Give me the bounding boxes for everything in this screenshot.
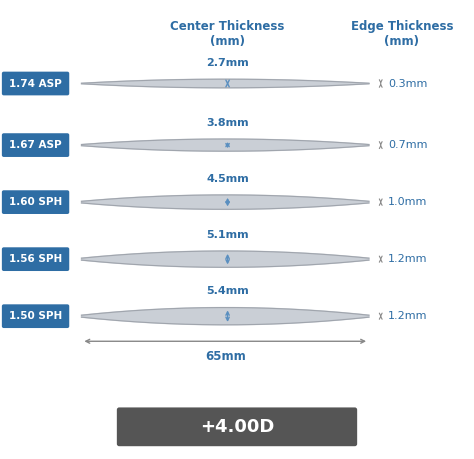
- FancyBboxPatch shape: [2, 190, 69, 214]
- Polygon shape: [82, 79, 369, 88]
- Text: 1.0mm: 1.0mm: [388, 197, 427, 207]
- FancyBboxPatch shape: [2, 133, 69, 157]
- Text: 4.5mm: 4.5mm: [206, 174, 249, 184]
- FancyBboxPatch shape: [117, 408, 357, 446]
- Text: 0.3mm: 0.3mm: [388, 78, 427, 89]
- Text: 1.2mm: 1.2mm: [388, 311, 427, 321]
- Polygon shape: [82, 139, 369, 151]
- Text: 1.74 ASP: 1.74 ASP: [9, 78, 62, 89]
- Text: Center Thickness
(mm): Center Thickness (mm): [170, 20, 285, 48]
- Polygon shape: [82, 195, 369, 209]
- Text: 1.56 SPH: 1.56 SPH: [9, 254, 62, 264]
- Text: 3.8mm: 3.8mm: [206, 118, 249, 128]
- Text: 0.7mm: 0.7mm: [388, 140, 427, 150]
- Polygon shape: [82, 251, 369, 267]
- Text: +4.00D: +4.00D: [200, 418, 274, 436]
- Text: 2.7mm: 2.7mm: [206, 58, 249, 68]
- Text: 1.67 ASP: 1.67 ASP: [9, 140, 62, 150]
- Text: Edge Thickness
(mm): Edge Thickness (mm): [351, 20, 453, 48]
- Text: 65mm: 65mm: [205, 350, 246, 364]
- FancyBboxPatch shape: [2, 247, 69, 271]
- Text: 1.50 SPH: 1.50 SPH: [9, 311, 62, 321]
- Text: 5.1mm: 5.1mm: [206, 230, 249, 240]
- Text: 1.2mm: 1.2mm: [388, 254, 427, 264]
- FancyBboxPatch shape: [2, 72, 69, 95]
- Text: 1.60 SPH: 1.60 SPH: [9, 197, 62, 207]
- FancyBboxPatch shape: [2, 304, 69, 328]
- Polygon shape: [82, 308, 369, 325]
- Text: 5.4mm: 5.4mm: [206, 286, 249, 296]
